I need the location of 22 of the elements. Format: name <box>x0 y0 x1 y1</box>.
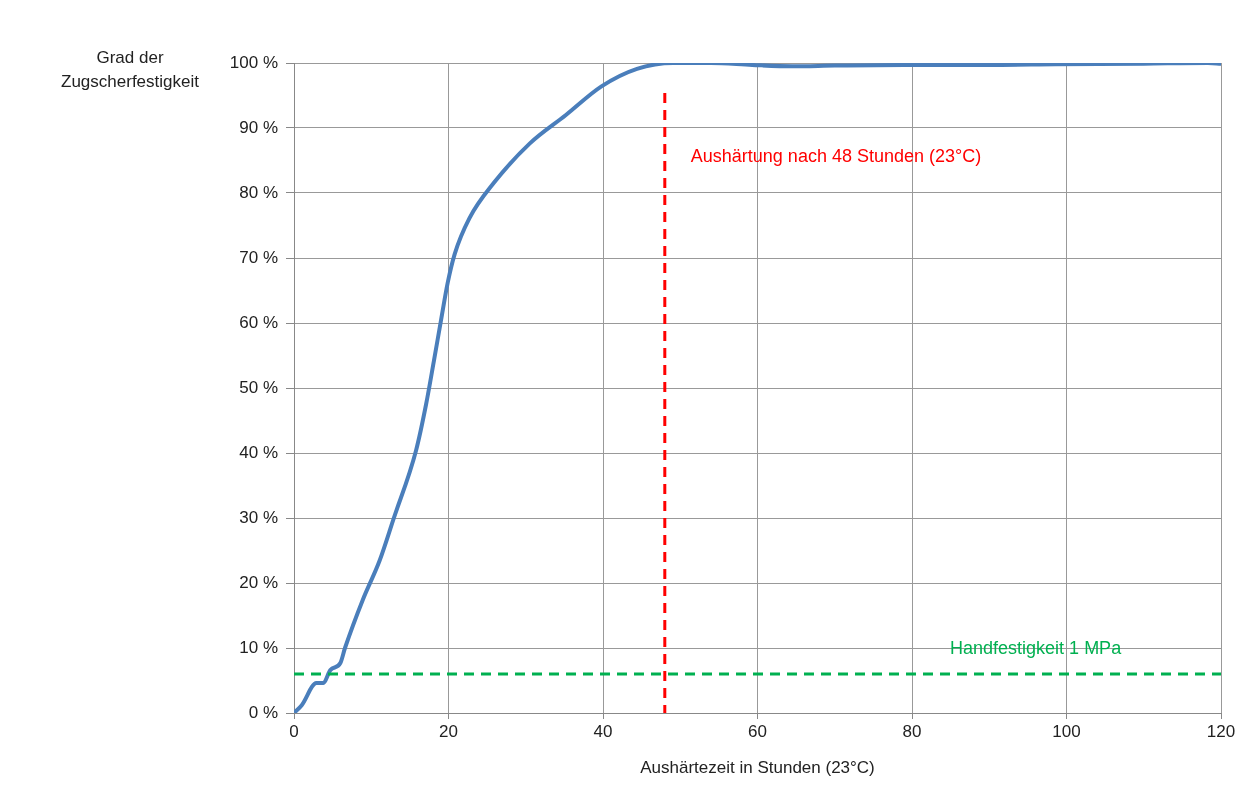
y-tick-label: 90 % <box>239 117 278 137</box>
x-tick-label: 20 <box>439 721 458 741</box>
y-tick-label: 20 % <box>239 572 278 592</box>
x-axis-title: Aushärtezeit in Stunden (23°C) <box>640 758 875 778</box>
x-tick-label: 0 <box>289 721 299 741</box>
y-tick-label: 80 % <box>239 182 278 202</box>
y-tick-label: 0 % <box>248 702 278 722</box>
y-tick-label: 100 % <box>229 52 278 72</box>
ref-line-label: Aushärtung nach 48 Stunden (23°C) <box>690 145 982 166</box>
x-tick-label: 120 <box>1206 721 1236 741</box>
y-tick-label: 10 % <box>239 637 278 657</box>
x-tick-label: 100 <box>1052 721 1081 741</box>
y-tick-label: 60 % <box>239 312 278 332</box>
ref-line-label: Handfestigkeit 1 MPa <box>950 637 1123 658</box>
y-tick-label: 30 % <box>239 507 278 527</box>
x-tick-label: 80 <box>902 721 922 741</box>
y-tick-label: 40 % <box>239 442 278 462</box>
y-tick-label: 70 % <box>239 247 278 267</box>
y-tick-label: 50 % <box>239 377 278 397</box>
x-tick-label: 60 <box>748 721 767 741</box>
x-tick-label: 40 <box>593 721 613 741</box>
y-axis-title: Grad der Zugscherfestigkeit <box>60 47 200 93</box>
